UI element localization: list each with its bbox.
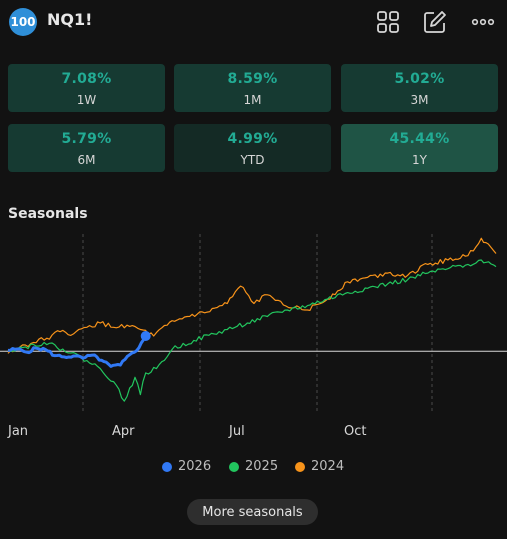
x-label-apr: Apr bbox=[112, 424, 135, 439]
legend-label-2025: 2025 bbox=[245, 459, 279, 474]
perf-value: 8.59% bbox=[227, 71, 278, 87]
perf-value: 5.79% bbox=[61, 131, 112, 147]
perf-tile-1y[interactable]: 45.44% 1Y bbox=[341, 124, 498, 172]
perf-tile-ytd[interactable]: 4.99% YTD bbox=[174, 124, 331, 172]
perf-label: 1W bbox=[76, 93, 97, 107]
legend-item-2026[interactable]: 2026 bbox=[162, 459, 211, 474]
perf-value: 45.44% bbox=[389, 131, 450, 147]
perf-label: 6M bbox=[77, 153, 96, 167]
symbol-title[interactable]: NQ1! bbox=[47, 10, 93, 29]
more-icon[interactable] bbox=[470, 9, 496, 35]
legend-item-2024[interactable]: 2024 bbox=[295, 459, 344, 474]
series-line-2026 bbox=[7, 335, 147, 368]
legend-label-2026: 2026 bbox=[178, 459, 212, 474]
perf-tile-6m[interactable]: 5.79% 6M bbox=[8, 124, 165, 172]
series-line-2025 bbox=[7, 259, 497, 402]
series-line-2024 bbox=[7, 237, 497, 354]
legend-item-2025[interactable]: 2025 bbox=[229, 459, 278, 474]
perf-value: 5.02% bbox=[394, 71, 445, 87]
grid-icon[interactable] bbox=[375, 9, 401, 35]
x-label-jan: Jan bbox=[8, 424, 29, 439]
more-seasonals-button[interactable]: More seasonals bbox=[187, 499, 318, 525]
legend-dot-2024 bbox=[295, 461, 305, 472]
seasonals-title: Seasonals bbox=[8, 206, 88, 222]
perf-tile-3m[interactable]: 5.02% 3M bbox=[341, 64, 498, 112]
legend-dot-2026 bbox=[162, 461, 172, 472]
perf-value: 7.08% bbox=[61, 71, 112, 87]
perf-label: 1Y bbox=[412, 153, 427, 167]
perf-tile-1m[interactable]: 8.59% 1M bbox=[174, 64, 331, 112]
legend-dot-2025 bbox=[229, 461, 239, 472]
symbol-badge: 100 bbox=[9, 8, 37, 36]
seasonals-chart bbox=[0, 234, 507, 412]
x-label-jul: Jul bbox=[229, 424, 245, 439]
perf-label: 1M bbox=[243, 93, 262, 107]
edit-icon[interactable] bbox=[422, 9, 448, 35]
perf-label: 3M bbox=[410, 93, 429, 107]
x-label-oct: Oct bbox=[344, 424, 367, 439]
perf-value: 4.99% bbox=[227, 131, 278, 147]
header: 100 NQ1! bbox=[0, 0, 507, 44]
perf-tile-1w[interactable]: 7.08% 1W bbox=[8, 64, 165, 112]
legend-label-2024: 2024 bbox=[311, 459, 345, 474]
current-point-2026 bbox=[140, 331, 151, 342]
perf-label: YTD bbox=[240, 153, 265, 167]
